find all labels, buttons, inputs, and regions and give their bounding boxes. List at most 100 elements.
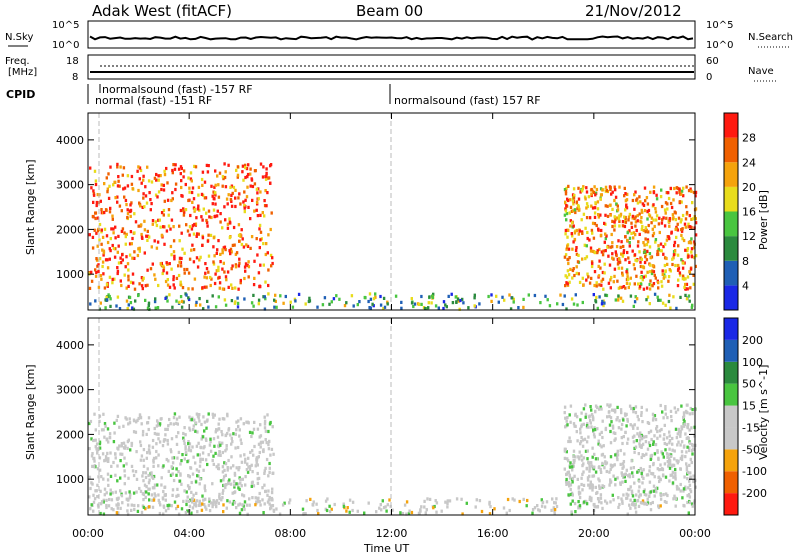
heatmap-cell	[157, 174, 160, 178]
heatmap-cell	[567, 247, 571, 251]
heatmap-cell	[217, 445, 221, 449]
heatmap-cell	[119, 261, 123, 265]
heatmap-cell	[193, 222, 196, 227]
heatmap-cell	[135, 420, 138, 424]
heatmap-cell	[636, 244, 640, 248]
heatmap-cell	[648, 480, 652, 484]
heatmap-cell	[267, 176, 271, 180]
heatmap-cell	[258, 450, 261, 455]
heatmap-cell	[142, 458, 145, 462]
heatmap-cell	[475, 498, 478, 502]
heatmap-cell	[98, 456, 102, 460]
heatmap-cell	[147, 179, 151, 183]
heatmap-cell	[648, 443, 652, 448]
heatmap-cell	[633, 282, 636, 286]
heatmap-cell	[641, 420, 644, 424]
heatmap-cell	[240, 484, 243, 488]
heatmap-cell	[602, 444, 605, 448]
heatmap-cell	[640, 282, 643, 286]
heatmap-cell	[245, 195, 249, 199]
heatmap-cell	[261, 449, 265, 453]
heatmap-cell	[316, 508, 319, 513]
heatmap-cell	[146, 467, 149, 471]
heatmap-cell	[224, 275, 228, 279]
heatmap-cell	[196, 430, 199, 434]
x-tick-label: 00:00	[679, 527, 711, 540]
heatmap-cell	[248, 467, 252, 471]
heatmap-cell	[103, 435, 106, 439]
heatmap-cell	[612, 408, 616, 412]
heatmap-cell	[266, 413, 269, 417]
heatmap-cell	[668, 217, 671, 221]
heatmap-cell	[103, 210, 106, 215]
heatmap-cell	[138, 177, 141, 181]
heatmap-cell	[621, 299, 625, 303]
heatmap-cell	[596, 200, 600, 204]
heatmap-cell	[605, 293, 609, 298]
heatmap-cell	[684, 217, 688, 221]
heatmap-cell	[187, 296, 190, 300]
heatmap-cell	[568, 484, 571, 488]
heatmap-cell	[108, 247, 111, 251]
heatmap-cell	[659, 403, 662, 408]
heatmap-cell	[263, 204, 267, 208]
heatmap-cell	[601, 461, 604, 465]
heatmap-cell	[205, 221, 209, 225]
heatmap-cell	[598, 283, 601, 287]
heatmap-cell	[130, 443, 133, 448]
heatmap-cell	[241, 477, 244, 481]
heatmap-cell	[638, 479, 641, 483]
heatmap-cell	[167, 506, 170, 511]
heatmap-cell	[684, 485, 687, 489]
heatmap-cell	[108, 497, 111, 502]
heatmap-cell	[102, 500, 105, 504]
heatmap-cell	[171, 488, 175, 492]
heatmap-cell	[229, 185, 232, 189]
heatmap-cell	[643, 243, 646, 247]
heatmap-cell	[649, 256, 652, 260]
heatmap-cell	[585, 424, 589, 428]
heatmap-cell	[575, 415, 579, 419]
heatmap-cell	[626, 441, 629, 445]
heatmap-cell	[671, 448, 674, 452]
heatmap-cell	[178, 224, 181, 228]
heatmap-cell	[227, 193, 230, 197]
heatmap-cell	[246, 263, 249, 267]
heatmap-cell	[465, 501, 468, 505]
heatmap-cell	[400, 300, 403, 304]
heatmap-cell	[104, 258, 108, 262]
heatmap-cell	[153, 431, 157, 436]
heatmap-cell	[578, 229, 581, 233]
heatmap-cell	[328, 504, 331, 508]
heatmap-cell	[171, 461, 175, 465]
heatmap-cell	[229, 482, 233, 486]
heatmap-cell	[106, 240, 110, 245]
heatmap-cell	[571, 247, 574, 251]
heatmap-cell	[569, 267, 572, 271]
heatmap-cell	[175, 473, 178, 477]
heatmap-cell	[117, 503, 120, 507]
heatmap-cell	[238, 487, 241, 491]
x-axis-label: Time UT	[363, 542, 409, 554]
heatmap-cell	[380, 508, 383, 512]
heatmap-cell	[552, 506, 555, 510]
heatmap-cell	[214, 183, 217, 187]
heatmap-cell	[142, 498, 145, 502]
heatmap-cell	[148, 235, 151, 239]
heatmap-cell	[628, 487, 631, 492]
heatmap-cell	[622, 473, 626, 477]
heatmap-cell	[580, 435, 583, 440]
heatmap-cell	[172, 416, 176, 420]
cpid-segment-3: normalsound (fast) 157 RF	[394, 94, 541, 107]
heatmap-cell	[224, 185, 228, 189]
heatmap-cell	[594, 193, 597, 197]
heatmap-cell	[267, 233, 270, 237]
heatmap-cell	[567, 459, 570, 463]
heatmap-cell	[625, 281, 629, 285]
heatmap-cell	[177, 450, 181, 454]
heatmap-cell	[575, 271, 578, 275]
heatmap-cell	[691, 448, 694, 452]
heatmap-cell	[580, 218, 583, 222]
heatmap-cell	[162, 439, 166, 443]
heatmap-cell	[634, 258, 637, 262]
